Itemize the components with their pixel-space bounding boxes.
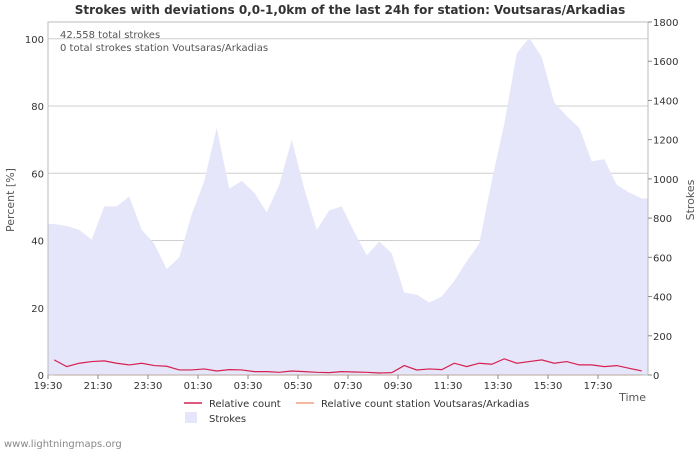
right-axis: 0 200 400 600 800 1000 1200 1400 1600 1800 <box>648 18 678 382</box>
strokes-area <box>48 37 648 375</box>
x-tick-label-6: 07:30 <box>334 381 363 392</box>
legend: Relative count Relative count station Vo… <box>184 399 529 425</box>
legend-label-strokes: Strokes <box>209 414 246 425</box>
relative-count-line <box>53 358 642 374</box>
site-credit: www.lightningmaps.org <box>4 439 122 450</box>
x-tick-label-3: 01:30 <box>184 381 213 392</box>
left-tick-label-4: 80 <box>31 102 44 113</box>
legend-label-station-count: Relative count station Voutsaras/Arkadia… <box>321 399 529 410</box>
right-tick-label-5: 1000 <box>653 175 678 186</box>
x-tick-label-11: 17:30 <box>584 381 613 392</box>
x-axis-title: Time <box>618 391 646 404</box>
right-tick-label-6: 1200 <box>653 136 678 147</box>
x-axis: 19:30 21:30 23:30 01:30 03:30 05:30 07:30 09:30… <box>34 375 613 392</box>
right-tick-label-3: 600 <box>653 253 672 264</box>
legend-label-relative-count: Relative count <box>209 399 281 410</box>
x-tick-label-0: 19:30 <box>34 381 63 392</box>
left-tick-label-3: 60 <box>31 169 44 180</box>
right-tick-label-2: 400 <box>653 293 672 304</box>
x-tick-label-10: 15:30 <box>534 381 563 392</box>
right-tick-label-4: 800 <box>653 214 672 225</box>
right-tick-label-7: 1400 <box>653 96 678 107</box>
left-tick-label-0: 0 <box>38 371 44 382</box>
x-tick-label-7: 09:30 <box>384 381 413 392</box>
left-tick-label-1: 20 <box>31 304 44 315</box>
x-tick-label-2: 23:30 <box>134 381 163 392</box>
annotation-station-strokes: 0 total strokes station Voutsaras/Arkadi… <box>60 43 268 54</box>
x-tick-label-8: 11:30 <box>434 381 463 392</box>
legend-swatch-strokes <box>185 412 197 423</box>
left-axis: 0 20 40 60 80 100 <box>25 35 44 382</box>
right-tick-label-9: 1800 <box>653 18 678 29</box>
y-axis-right-title: Strokes <box>684 179 697 220</box>
right-tick-label-1: 200 <box>653 332 672 343</box>
right-tick-label-8: 1600 <box>653 57 678 68</box>
left-tick-label-2: 40 <box>31 237 44 248</box>
right-tick-label-0: 0 <box>653 371 659 382</box>
left-tick-label-5: 100 <box>25 35 44 46</box>
x-tick-label-4: 03:30 <box>234 381 263 392</box>
chart-title: Strokes with deviations 0,0-1,0km of the… <box>75 3 625 17</box>
y-axis-left-title: Percent [%] <box>4 168 17 232</box>
x-tick-label-1: 21:30 <box>84 381 113 392</box>
annotation-total-strokes: 42.558 total strokes <box>60 30 160 41</box>
x-tick-label-5: 05:30 <box>284 381 313 392</box>
x-tick-label-9: 13:30 <box>484 381 513 392</box>
strokes-area-layer <box>48 37 648 375</box>
